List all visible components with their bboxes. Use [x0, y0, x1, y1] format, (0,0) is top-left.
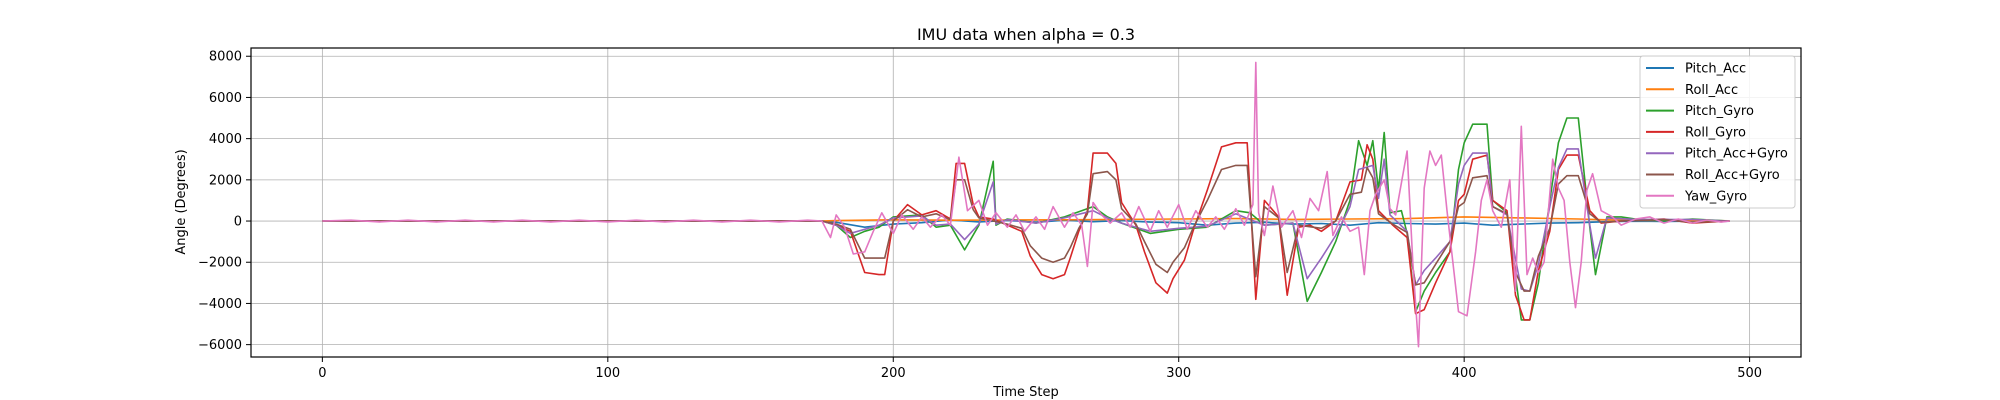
- y-tick-label: 2000: [209, 173, 242, 188]
- series-line: [322, 142, 1730, 321]
- series-line: [322, 164, 1730, 292]
- chart-title: IMU data when alpha = 0.3: [917, 25, 1135, 44]
- legend-label: Pitch_Acc: [1685, 62, 1746, 77]
- legend-label: Yaw_Gyro: [1684, 189, 1747, 204]
- legend: Pitch_Acc Roll_Acc Pitch_Gyro Roll_Gyro Pitc…: [1639, 55, 1796, 209]
- x-tick-label: 0: [318, 366, 326, 381]
- y-tick-label: −4000: [198, 297, 242, 312]
- x-tick-label: 100: [595, 366, 620, 381]
- y-tick-label: −6000: [198, 338, 242, 353]
- series-line: [322, 216, 1730, 222]
- y-tick-label: 6000: [209, 91, 242, 106]
- x-tick-label: 500: [1737, 366, 1762, 381]
- y-tick-label: 0: [234, 215, 242, 230]
- x-tick-label: 300: [1166, 366, 1191, 381]
- y-tick-label: −2000: [198, 256, 242, 271]
- series-line: [322, 61, 1730, 348]
- x-tick-label: 400: [1452, 366, 1477, 381]
- plot-lines: [322, 61, 1730, 348]
- legend-label: Roll_Acc: [1685, 83, 1738, 98]
- axis-ticks: 0 100 200 300 400 500 −6000 −4000 −2000 0 2000 4000…: [198, 50, 1762, 381]
- grid: [251, 48, 1801, 357]
- x-tick-label: 200: [881, 366, 906, 381]
- y-tick-label: 4000: [209, 132, 242, 147]
- plot-frame: [250, 47, 1802, 358]
- legend-label: Roll_Acc+Gyro: [1685, 168, 1780, 183]
- legend-label: Pitch_Acc+Gyro: [1685, 147, 1788, 162]
- legend-box: [1639, 55, 1796, 209]
- series-line: [322, 117, 1730, 321]
- y-axis-label: Angle (Degrees): [174, 149, 189, 254]
- legend-label: Roll_Gyro: [1685, 125, 1746, 140]
- x-axis-label: Time Step: [992, 385, 1059, 400]
- y-tick-label: 8000: [209, 50, 242, 65]
- legend-label: Pitch_Gyro: [1685, 104, 1754, 119]
